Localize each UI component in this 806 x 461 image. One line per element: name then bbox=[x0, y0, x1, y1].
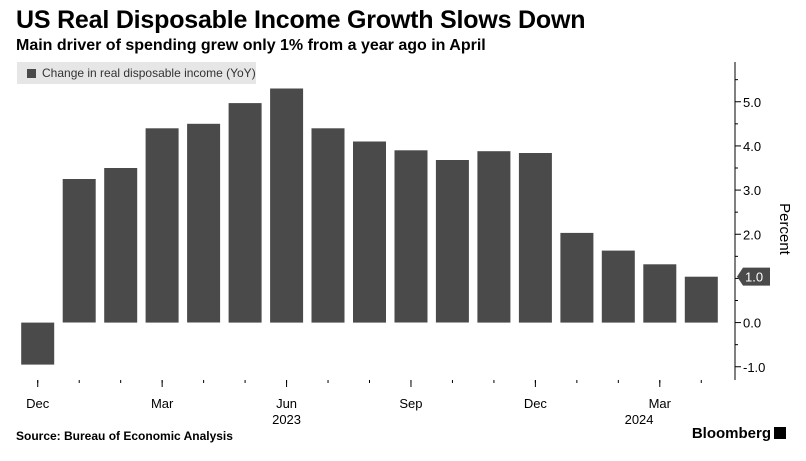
brand-name: Bloomberg bbox=[691, 425, 771, 442]
bar-2023-06 bbox=[270, 88, 304, 323]
bar-2023-02 bbox=[104, 168, 138, 323]
legend: Change in real disposable income (YoY) bbox=[17, 62, 256, 84]
bar-2023-11 bbox=[477, 151, 511, 323]
bar-2023-01 bbox=[62, 179, 96, 323]
bar-2022-12 bbox=[21, 322, 55, 365]
y-tick-label: 2.0 bbox=[743, 227, 761, 242]
bar-2023-09 bbox=[394, 150, 428, 323]
x-year-label: 2023 bbox=[272, 412, 301, 427]
legend-label: Change in real disposable income (YoY) bbox=[42, 66, 256, 80]
bar-2024-01 bbox=[560, 232, 594, 323]
x-tick-label: Dec bbox=[26, 396, 50, 411]
bar-2024-03 bbox=[643, 264, 677, 323]
x-tick-label: Mar bbox=[649, 396, 672, 411]
y-tick-label: 3.0 bbox=[743, 183, 761, 198]
y-tick-label: 4.0 bbox=[743, 139, 761, 154]
y-tick-label: -1.0 bbox=[743, 360, 765, 375]
legend-swatch bbox=[27, 69, 36, 78]
bar-2023-04 bbox=[187, 123, 221, 323]
bar-2023-07 bbox=[311, 128, 345, 323]
bar-2023-03 bbox=[145, 128, 179, 323]
bar-2023-08 bbox=[353, 141, 386, 323]
y-tick-label: 0.0 bbox=[743, 316, 761, 331]
x-tick-label: Mar bbox=[151, 396, 174, 411]
chart-title: US Real Disposable Income Growth Slows D… bbox=[16, 6, 586, 34]
source-note: Source: Bureau of Economic Analysis bbox=[16, 429, 233, 443]
x-tick-label: Jun bbox=[276, 396, 297, 411]
bar-2024-04 bbox=[684, 276, 718, 323]
last-value-label: 1.0 bbox=[745, 270, 763, 285]
bar-2023-05 bbox=[228, 103, 262, 323]
last-value-callout bbox=[737, 267, 770, 286]
x-tick-label: Sep bbox=[399, 396, 422, 411]
y-axis-title: Percent bbox=[776, 203, 793, 256]
bar-2023-10 bbox=[435, 160, 469, 323]
brand-logo: Bloomberg bbox=[692, 425, 786, 442]
bar-2023-12 bbox=[518, 153, 552, 323]
bloomberg-icon bbox=[774, 427, 786, 439]
x-year-label: 2024 bbox=[625, 412, 654, 427]
bar-2024-02 bbox=[601, 250, 635, 323]
x-tick-label: Dec bbox=[524, 396, 548, 411]
chart-subtitle: Main driver of spending grew only 1% fro… bbox=[16, 37, 486, 54]
y-tick-label: 5.0 bbox=[743, 95, 761, 110]
